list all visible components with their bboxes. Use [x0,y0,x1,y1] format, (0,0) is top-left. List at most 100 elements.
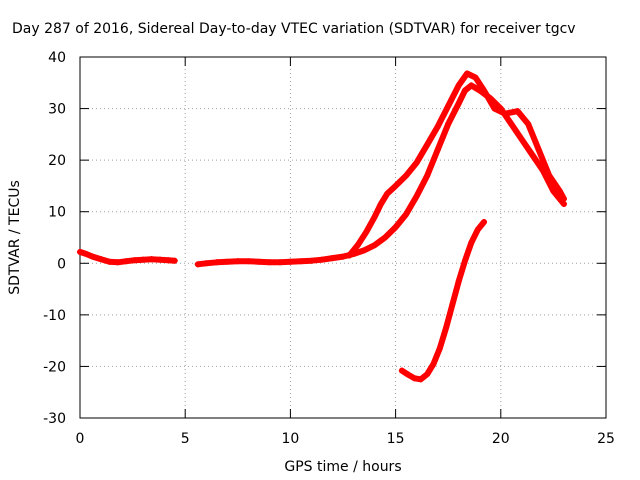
data-point [329,255,336,262]
data-point [340,253,346,260]
data-point [535,146,542,153]
data-point [371,242,378,249]
data-point [114,259,121,266]
data-point [491,105,498,112]
data-point [434,146,441,153]
y-tick-label: 20 [48,153,66,169]
data-point [449,301,456,308]
data-point [443,324,450,331]
data-point [354,242,361,249]
data-point [318,256,325,263]
data-point [556,188,563,195]
data-point [474,226,481,233]
x-tick-label: 10 [281,431,299,447]
data-point [106,258,113,265]
data-point [403,211,410,218]
data-point [255,258,262,265]
data-point [140,256,147,263]
data-point [518,136,525,143]
data-point [468,82,475,89]
data-point [234,258,241,265]
data-point [392,182,399,189]
data-point [392,224,399,231]
data-point [213,259,220,266]
chart-title: Day 287 of 2016, Sidereal Day-to-day VTE… [12,21,576,37]
x-tick-label: 20 [492,431,510,447]
data-point [297,258,304,265]
y-tick-label: -30 [43,411,66,427]
y-tick-label: 10 [48,205,66,221]
data-point [361,247,368,254]
data-point [462,87,469,94]
data-point [156,256,163,263]
data-marks [77,70,567,383]
data-point [123,258,130,265]
data-point [424,371,431,378]
data-point [430,360,437,367]
x-tick-label: 15 [387,431,405,447]
data-point [424,172,431,179]
y-tick-label: -20 [43,359,66,375]
data-point [194,261,201,268]
data-point [405,371,412,378]
y-tick-label: -10 [43,308,66,324]
data-point [529,151,536,158]
data-point [98,256,105,263]
data-point [245,258,252,265]
data-point [131,257,138,264]
y-axis-label: SDTVAR / TECUs [7,180,23,295]
data-point [508,121,515,128]
data-point [468,239,475,246]
data-point [384,190,391,197]
data-point [411,375,418,382]
data-point [560,200,567,207]
data-point [424,141,431,148]
data-point [525,121,532,128]
data-point [413,159,420,166]
data-point [445,102,452,109]
data-point [502,110,509,117]
data-point [455,82,462,89]
data-point [480,219,487,226]
data-point [455,100,462,107]
series-line-upper-branch [346,70,567,259]
data-point [382,234,389,241]
data-point [417,376,424,383]
x-axis-label: GPS time / hours [284,459,401,475]
data-point [224,258,231,265]
data-point [455,278,462,285]
data-point [434,123,441,130]
data-point [148,256,155,263]
grid-lines [80,57,606,418]
data-point [462,257,469,264]
data-point [346,252,353,259]
y-tick-label: 30 [48,102,66,118]
data-point [266,259,273,266]
x-tick-label: 0 [76,431,85,447]
data-point [89,253,96,260]
data-point [445,121,452,128]
x-tick-label: 5 [181,431,190,447]
data-point [371,213,378,220]
tick-labels: 0 5 10 15 20 25 -30 -20 -10 0 10 20 30 40 [43,50,615,447]
data-point [514,108,521,115]
data-point [308,257,315,264]
data-point [472,74,479,81]
data-point [398,367,405,374]
data-point [436,345,443,352]
data-point [413,193,420,200]
data-point [165,257,172,264]
data-point [464,70,471,77]
data-point [287,258,294,265]
data-point [77,248,83,255]
data-point [480,87,487,94]
data-point [403,172,410,179]
axis-ticks [79,56,607,419]
data-point [203,260,210,267]
data-point [83,251,90,258]
x-tick-label: 25 [597,431,615,447]
data-point [560,195,567,202]
data-point [377,200,384,207]
y-tick-label: 0 [57,256,66,272]
